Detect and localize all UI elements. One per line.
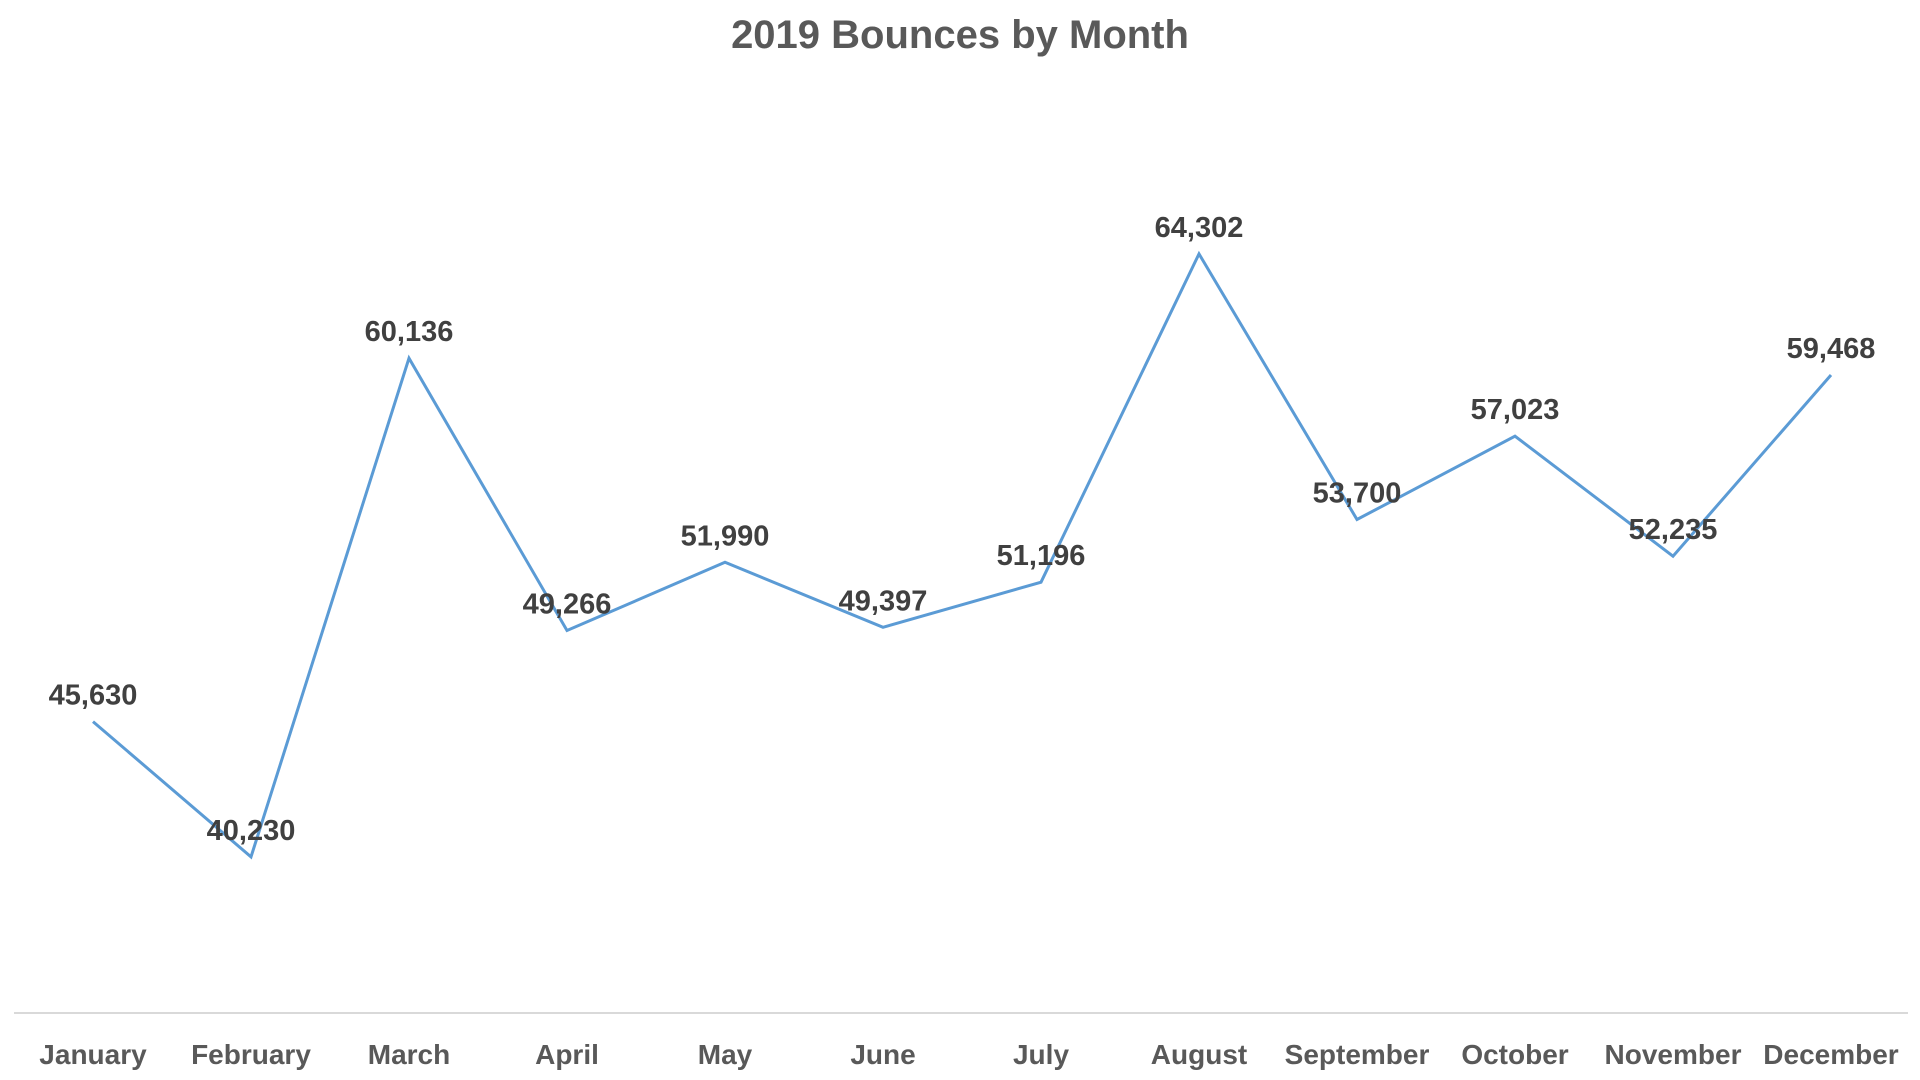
series-line [92,250,1833,860]
x-tick-label-september: September [1285,1039,1430,1070]
data-label-august: 64,302 [1155,212,1244,244]
x-tick-label-august: August [1151,1039,1247,1070]
data-label-june: 49,397 [839,585,928,617]
chart-title: 2019 Bounces by Month [731,13,1189,57]
x-tick-label-june: June [850,1039,915,1070]
x-tick-label-may: May [698,1039,753,1070]
data-label-march: 60,136 [365,316,454,348]
x-tick-label-december: December [1763,1039,1899,1070]
x-tick-label-february: February [191,1039,311,1070]
x-tick-label-january: January [39,1039,147,1070]
data-label-september: 53,700 [1313,477,1402,509]
x-tick-label-july: July [1013,1039,1069,1070]
x-axis-tick-labels: January February March April May June July Augu… [39,1039,1899,1070]
data-label-may: 51,990 [681,520,770,552]
data-label-december: 59,468 [1787,333,1876,365]
x-tick-label-november: November [1605,1039,1742,1070]
data-label-january: 45,630 [49,680,138,712]
data-label-april: 49,266 [523,589,612,621]
x-tick-label-april: April [535,1039,599,1070]
data-label-february: 40,230 [207,815,296,847]
x-tick-label-march: March [368,1039,450,1070]
data-label-november: 52,235 [1629,514,1718,546]
data-label-july: 51,196 [997,540,1086,572]
data-labels: 45,630 40,230 60,136 49,266 51,990 49,397 51,1… [49,212,1876,847]
x-tick-label-october: October [1461,1039,1568,1070]
data-label-october: 57,023 [1471,394,1560,426]
